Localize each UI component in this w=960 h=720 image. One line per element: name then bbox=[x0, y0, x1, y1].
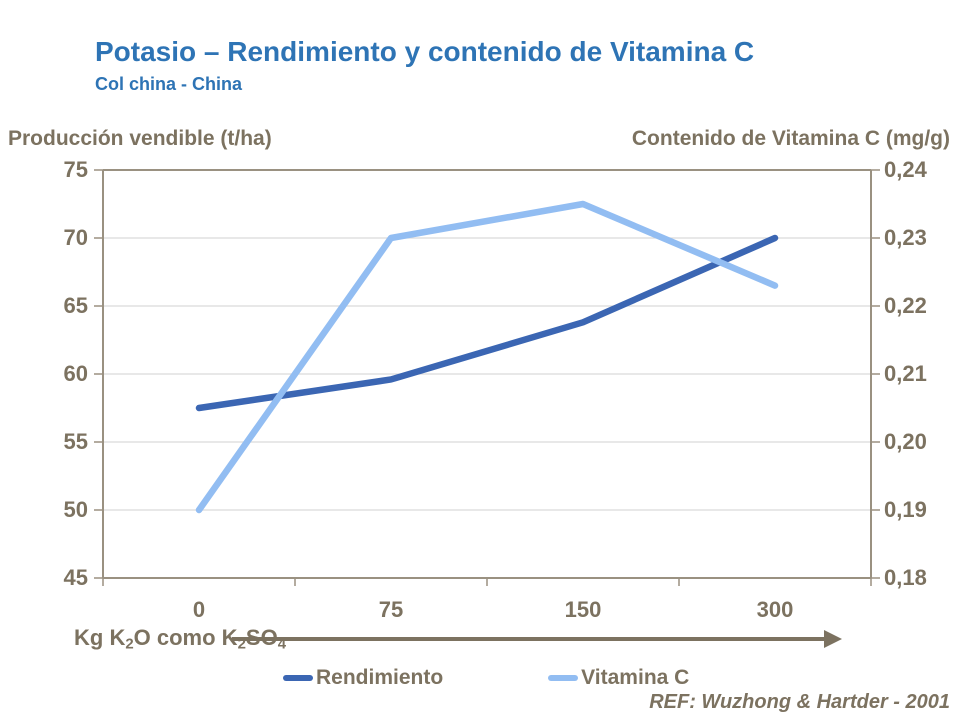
x-tick-label: 75 bbox=[378, 597, 404, 622]
left-tick-label: 65 bbox=[63, 293, 88, 318]
x-tick-label: 150 bbox=[564, 597, 602, 622]
right-tick-label: 0,22 bbox=[884, 293, 927, 318]
series-line-rendimiento bbox=[195, 234, 779, 412]
left-tick-label: 70 bbox=[63, 225, 88, 250]
x-axis-label-part: 4 bbox=[277, 635, 287, 653]
chart-title: Potasio – Rendimiento y contenido de Vit… bbox=[95, 36, 755, 67]
chart-subtitle: Col china - China bbox=[95, 74, 243, 94]
x-axis-label-part: 2 bbox=[125, 635, 134, 653]
x-axis-label: Kg K2O como K2SO4 bbox=[74, 625, 286, 652]
left-tick-label: 45 bbox=[63, 565, 88, 590]
left-tick-label: 50 bbox=[63, 497, 88, 522]
right-tick-label: 0,20 bbox=[884, 429, 927, 454]
x-axis-label-part: Kg K bbox=[74, 625, 126, 650]
left-tick-label: 55 bbox=[63, 429, 88, 454]
right-tick-label: 0,24 bbox=[884, 157, 927, 182]
legend-item-rendimiento: Rendimiento bbox=[283, 666, 443, 690]
x-tick-label: 0 bbox=[192, 597, 206, 622]
reference-text: REF: Wuzhong & Hartder - 2001 bbox=[649, 691, 950, 713]
legend-item-vitamina-c: Vitamina C bbox=[548, 666, 689, 690]
x-tick-label: 300 bbox=[756, 597, 794, 622]
x-axis-arrow-head bbox=[824, 630, 842, 648]
legend: Rendimiento Vitamina C bbox=[283, 666, 689, 690]
legend-label-rendimiento: Rendimiento bbox=[316, 666, 444, 689]
legend-label-vitamina-c: Vitamina C bbox=[581, 666, 690, 689]
x-axis-label-part: O como K bbox=[133, 625, 238, 650]
right-tick-label: 0,18 bbox=[884, 565, 927, 590]
vitamina-c-line-swatch bbox=[548, 675, 579, 681]
rendimiento-line-swatch bbox=[283, 675, 313, 681]
series-line-vitamina-c bbox=[195, 200, 779, 514]
right-tick-label: 0,19 bbox=[884, 497, 927, 522]
left-tick-label: 60 bbox=[63, 361, 88, 386]
right-tick-label: 0,23 bbox=[884, 225, 927, 250]
right-axis-title: Contenido de Vitamina C (mg/g) bbox=[631, 127, 950, 150]
x-axis-label-part: SO bbox=[245, 625, 278, 650]
x-axis-label-part: 2 bbox=[237, 635, 246, 653]
left-tick-label: 75 bbox=[63, 157, 88, 182]
right-tick-label: 0,21 bbox=[884, 361, 927, 386]
left-axis-title: Producción vendible (t/ha) bbox=[8, 127, 272, 150]
